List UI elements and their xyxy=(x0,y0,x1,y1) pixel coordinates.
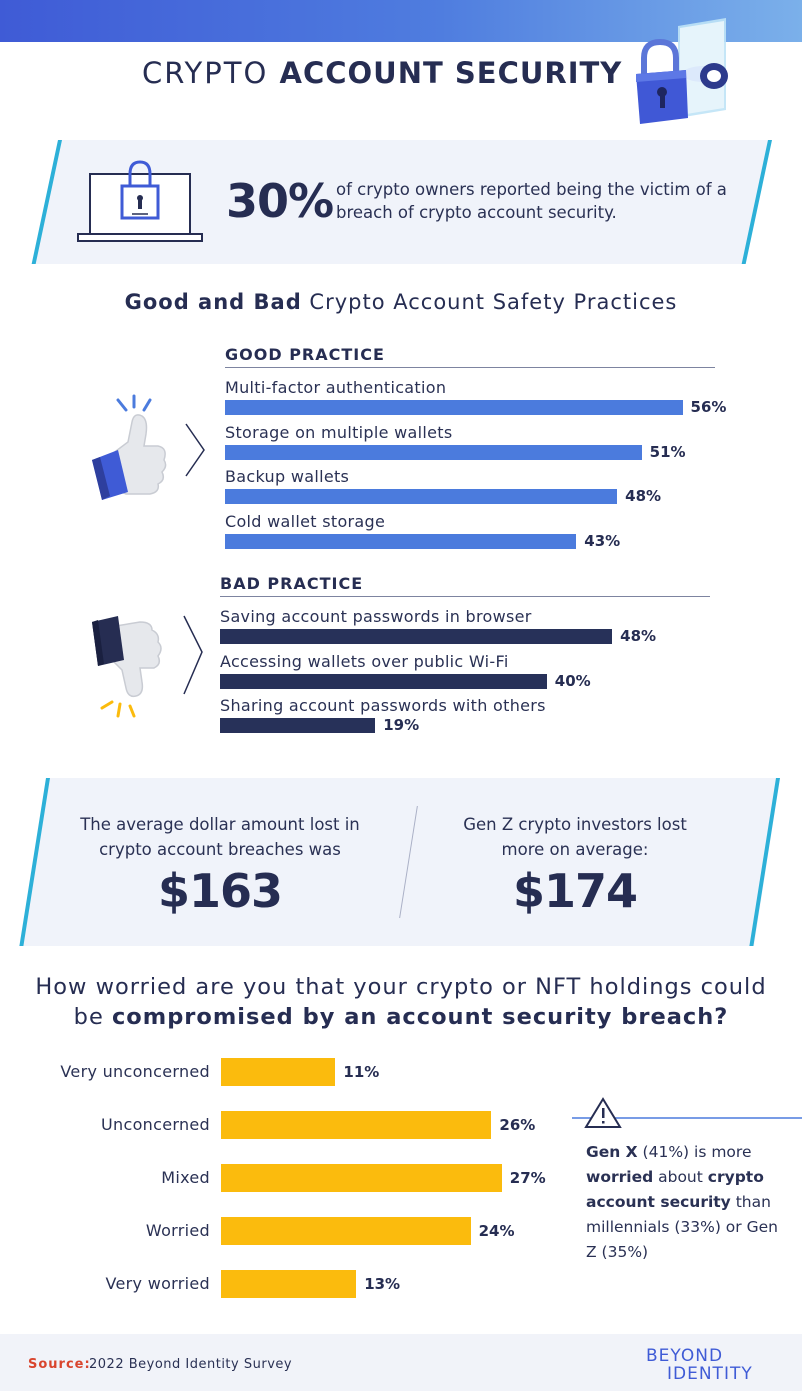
bar-value-label: 19% xyxy=(383,716,420,734)
padlock-icon xyxy=(636,18,728,124)
laptop-lock-icon xyxy=(77,160,203,242)
bar xyxy=(225,489,618,504)
bar-label: Mixed xyxy=(161,1168,210,1187)
bar xyxy=(225,444,642,460)
bar xyxy=(221,1111,492,1139)
stat-text: of crypto owners reported being the vict… xyxy=(336,180,727,222)
stat-value: 30% xyxy=(226,174,334,228)
bar xyxy=(221,1270,357,1298)
money-box xyxy=(22,778,780,946)
bar xyxy=(225,400,683,415)
bar-value-label: 56% xyxy=(690,398,727,416)
bar-value-label: 13% xyxy=(364,1275,401,1293)
bar-value-label: 43% xyxy=(584,531,621,550)
title-box xyxy=(88,42,668,102)
bar xyxy=(220,718,376,733)
bar-label: Very worried xyxy=(105,1274,210,1293)
bad-practice-rule xyxy=(220,596,710,597)
source-label: Source: xyxy=(28,1357,91,1372)
bar-label: Accessing wallets over public Wi-Fi xyxy=(220,651,509,671)
bar-label: Cold wallet storage xyxy=(225,511,386,531)
generation-note: Gen X (41%) is more worried about crypto… xyxy=(586,1143,778,1261)
bad-practice-header: BAD PRACTICE xyxy=(220,574,364,593)
worry-title: How worried are you that your crypto or … xyxy=(35,974,767,1030)
bar-value-label: 27% xyxy=(509,1169,546,1187)
good-practice-header: GOOD PRACTICE xyxy=(225,345,385,364)
header-band xyxy=(0,0,802,42)
good-practice-rule xyxy=(225,367,715,368)
bar-value-label: 48% xyxy=(620,627,657,645)
bar-label: Unconcerned xyxy=(101,1115,210,1134)
bar-label: Very unconcerned xyxy=(60,1062,210,1081)
bar-value-label: 48% xyxy=(625,487,662,505)
bar-label: Saving account passwords in browser xyxy=(220,607,532,626)
bar xyxy=(221,1058,336,1086)
avg-loss-text: The average dollar amount lost in crypto… xyxy=(80,815,360,859)
bar xyxy=(221,1217,471,1245)
practices-title: Good and Bad Crypto Account Safety Pract… xyxy=(124,290,678,314)
genz-loss-value: $174 xyxy=(512,864,638,918)
bar-value-label: 40% xyxy=(554,671,591,690)
bar-label: Sharing account passwords with others xyxy=(220,696,546,715)
brand-logo-line1: BEYOND xyxy=(646,1346,724,1366)
genz-loss-text: Gen Z crypto investors lost more on aver… xyxy=(463,815,687,859)
bar-value-label: 24% xyxy=(478,1222,515,1240)
brand-logo-line2: IDENTITY xyxy=(667,1364,753,1384)
bar-label: Multi-factor authentication xyxy=(225,378,447,397)
bar xyxy=(220,673,547,689)
bar xyxy=(221,1164,502,1192)
source-text: 2022 Beyond Identity Survey xyxy=(89,1357,293,1372)
footer xyxy=(0,1334,802,1391)
warning-icon xyxy=(572,1097,802,1128)
bar-value-label: 11% xyxy=(343,1063,380,1081)
thumbs-down-icon xyxy=(92,615,203,718)
bar-value-label: 51% xyxy=(649,442,686,461)
bar-label: Worried xyxy=(145,1221,210,1240)
bar-value-label: 26% xyxy=(499,1116,536,1134)
thumbs-up-icon xyxy=(92,394,205,500)
avg-loss-value: $163 xyxy=(157,864,283,918)
bar-label: Storage on multiple wallets xyxy=(225,422,453,442)
bar-label: Backup wallets xyxy=(225,467,350,486)
page-title: CRYPTO ACCOUNT SECURITY xyxy=(142,56,623,90)
bar xyxy=(220,629,613,644)
bar xyxy=(225,533,577,549)
